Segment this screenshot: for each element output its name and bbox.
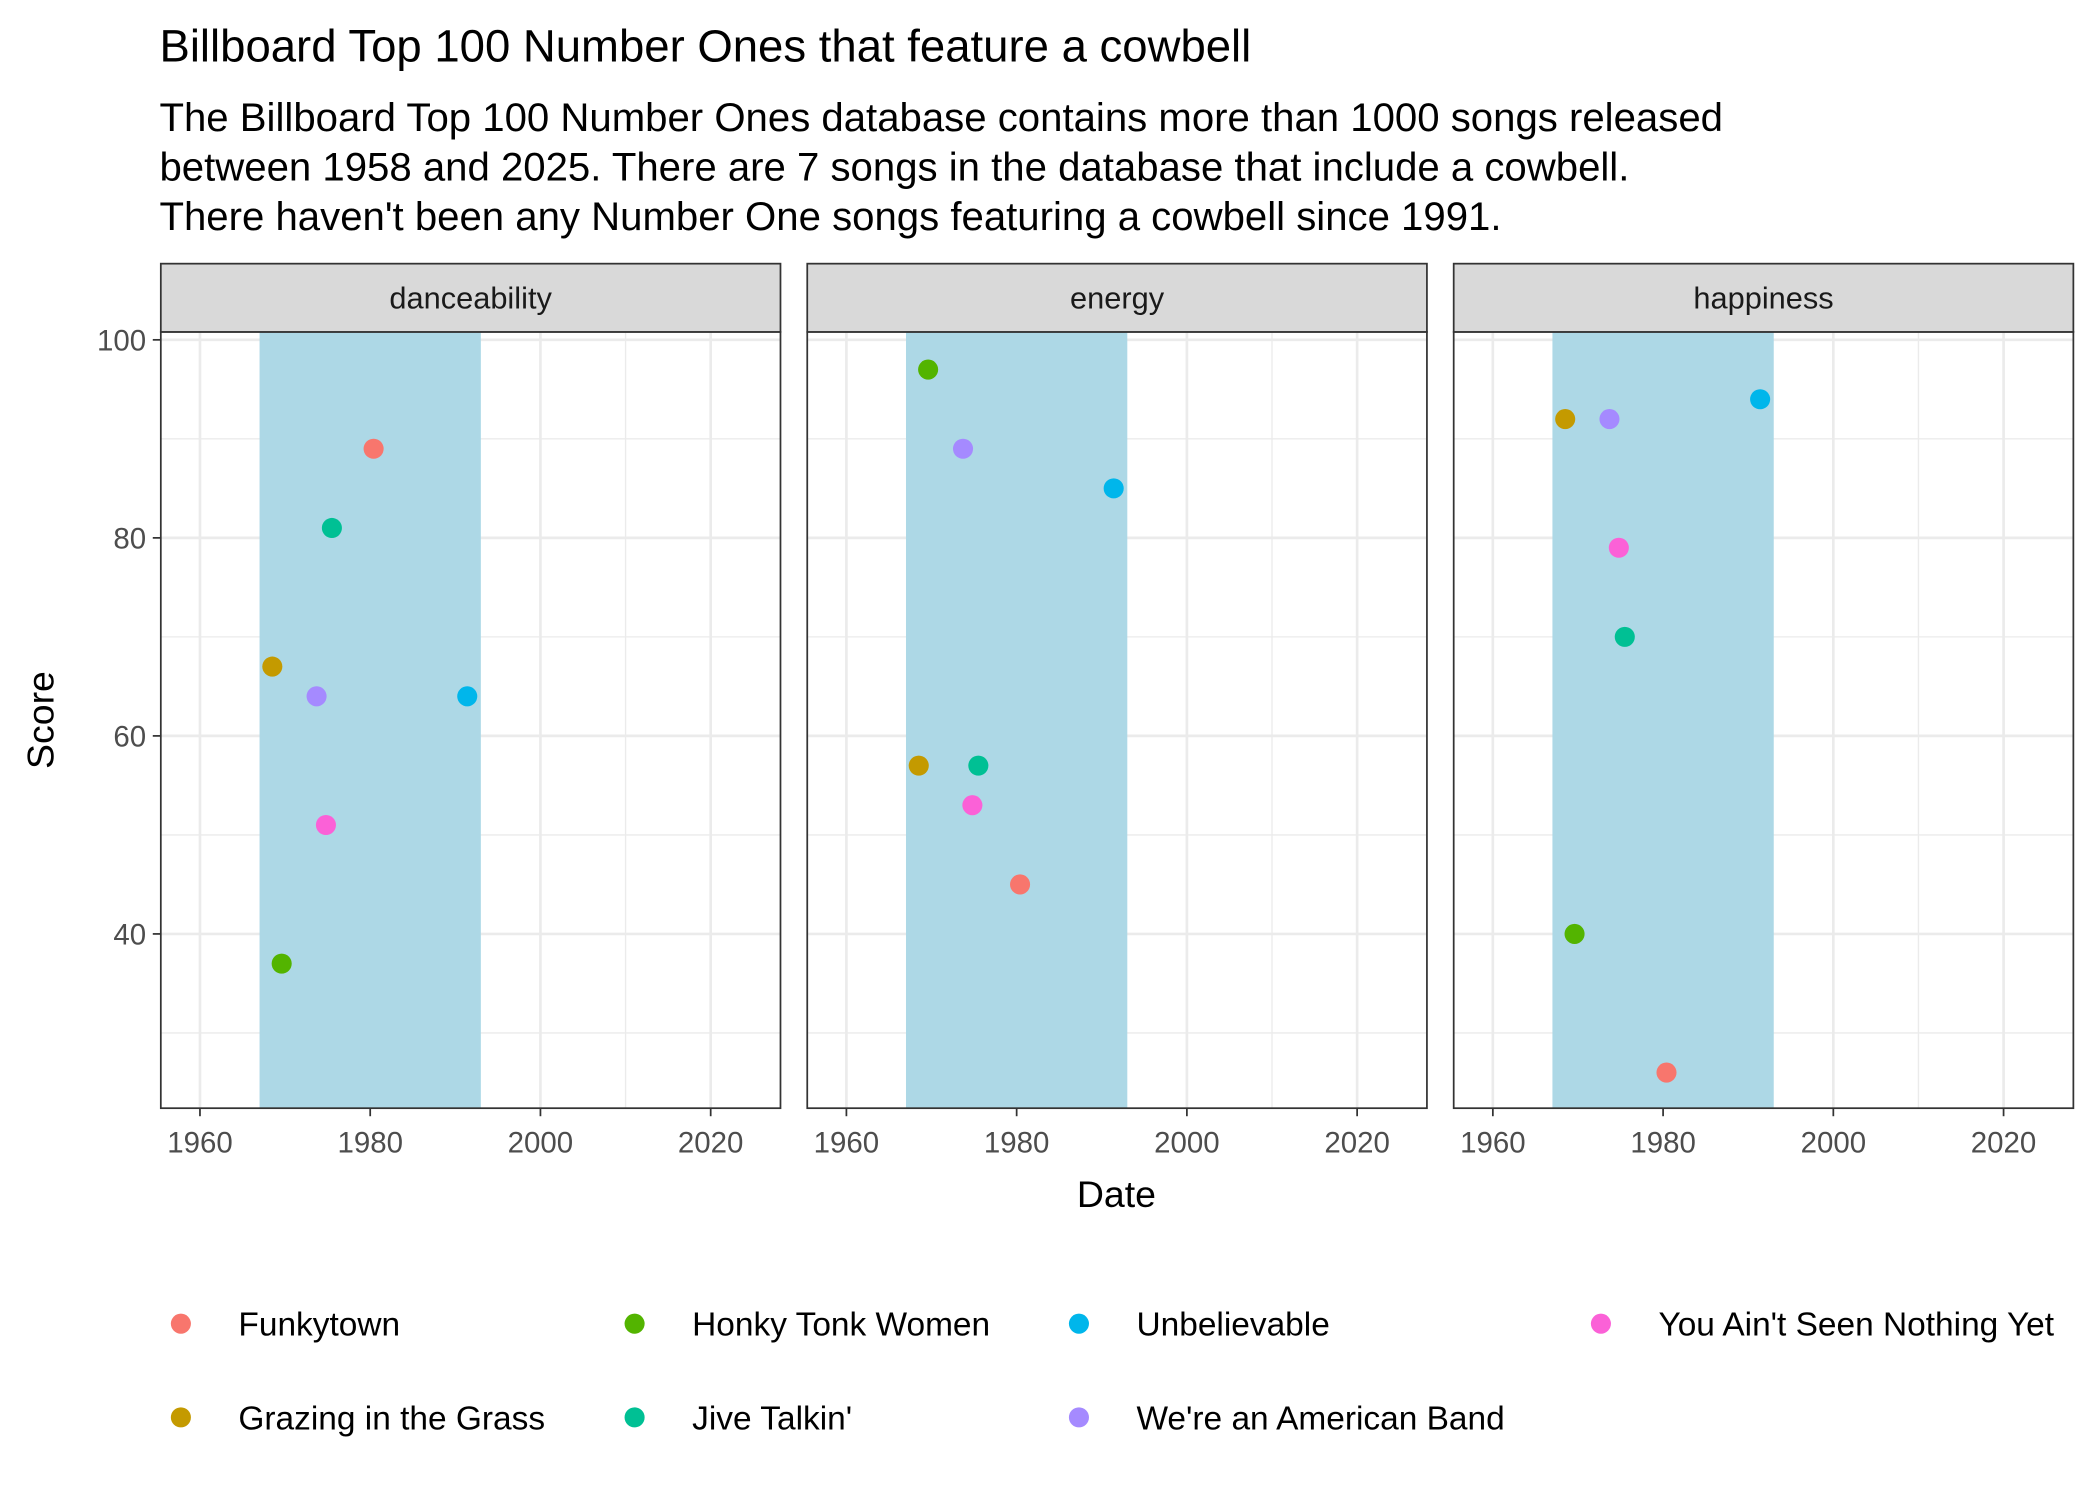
y-tick-label: 60	[113, 721, 146, 754]
x-tick-label: 2020	[1324, 1126, 1390, 1159]
x-tick-label: 2020	[678, 1126, 743, 1159]
x-axis-label: Date	[1077, 1173, 1156, 1215]
point	[315, 814, 336, 836]
point	[1555, 409, 1576, 430]
subtitle-line: There haven't been any Number One songs …	[159, 194, 1501, 239]
point	[271, 953, 292, 974]
legend-marker	[170, 1313, 191, 1334]
point	[363, 438, 384, 459]
point	[1010, 874, 1031, 895]
point	[1608, 537, 1629, 558]
strip	[159, 262, 782, 333]
legend-label: Funkytown	[238, 1307, 400, 1344]
point	[952, 438, 974, 459]
x-tick-label: 2020	[1971, 1126, 2037, 1159]
legend-marker	[624, 1313, 645, 1334]
x-tick-label: 2000	[1801, 1126, 1867, 1159]
shaded-region	[1552, 331, 1774, 1109]
shaded-region	[905, 331, 1128, 1109]
strip	[1452, 262, 2075, 333]
legend-marker	[624, 1407, 645, 1428]
legend-label: Jive Talkin'	[692, 1400, 852, 1437]
legend-label: Unbelievable	[1136, 1307, 1329, 1344]
point	[306, 686, 327, 707]
legend-label: You Ain't Seen Nothing Yet	[1658, 1307, 2054, 1344]
legend-marker	[1068, 1407, 1089, 1428]
x-tick-label: 1960	[1460, 1126, 1526, 1159]
point	[1599, 409, 1620, 430]
point	[968, 755, 989, 776]
x-tick-label: 1960	[167, 1126, 232, 1159]
y-tick-label: 80	[113, 523, 146, 556]
point	[457, 686, 478, 707]
strip-label: danceability	[389, 280, 552, 315]
legend-label: We're an American Band	[1136, 1400, 1504, 1437]
legend-marker	[1068, 1313, 1089, 1334]
point	[321, 517, 342, 539]
y-tick-label: 40	[113, 919, 146, 952]
point	[1103, 478, 1124, 499]
x-tick-label: 2000	[508, 1126, 574, 1159]
point	[1656, 1062, 1677, 1083]
point	[918, 359, 939, 380]
point	[1564, 923, 1585, 944]
subtitle-line: The Billboard Top 100 Number Ones databa…	[159, 95, 1723, 140]
legend-marker	[1590, 1313, 1611, 1334]
strip	[806, 262, 1428, 333]
chart-title: Billboard Top 100 Number Ones that featu…	[159, 21, 1251, 72]
shaded-region	[259, 331, 481, 1109]
legend-label: Grazing in the Grass	[238, 1400, 545, 1437]
subtitle-line: between 1958 and 2025. There are 7 songs…	[159, 145, 1629, 190]
point	[908, 755, 929, 776]
strip-label: energy	[1070, 280, 1165, 315]
strip-label: happiness	[1693, 280, 1833, 315]
y-axis-label: Score	[20, 671, 62, 769]
x-tick-label: 2000	[1154, 1126, 1220, 1159]
point	[1750, 389, 1771, 410]
x-tick-label: 1960	[814, 1126, 880, 1159]
x-tick-label: 1980	[984, 1126, 1049, 1159]
point	[262, 656, 283, 677]
x-tick-label: 1980	[1630, 1126, 1696, 1159]
legend-label: Honky Tonk Women	[692, 1307, 990, 1344]
y-tick-label: 100	[97, 325, 146, 358]
point	[1614, 626, 1635, 647]
point	[962, 795, 983, 816]
x-tick-label: 1980	[337, 1126, 403, 1159]
legend-marker	[170, 1407, 191, 1428]
